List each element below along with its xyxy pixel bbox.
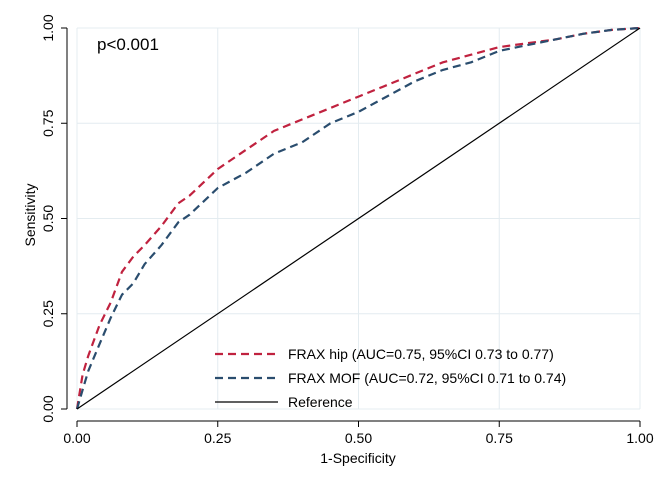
y-tick-label-1: 0.25 — [40, 300, 56, 327]
x-axis-title: 1-Specificity — [320, 450, 395, 466]
y-tick-label-2: 0.50 — [40, 205, 56, 232]
legend-label-frax-mof: FRAX MOF (AUC=0.72, 95%CI 0.71 to 0.74) — [288, 370, 566, 386]
series-line-frax-hip-auc-0-75-95 — [75, 26, 641, 410]
legend: FRAX hip (AUC=0.75, 95%CI 0.73 to 0.77) … — [215, 346, 566, 410]
series-line-reference — [76, 27, 641, 410]
y-tick-label-0: 0.00 — [40, 395, 56, 422]
series-lines — [75, 26, 641, 410]
y-tick-label-3: 0.75 — [40, 109, 56, 136]
x-tick-label-1: 0.25 — [204, 430, 231, 446]
gridlines — [76, 27, 641, 410]
y-axis-title: Sensitivity — [22, 183, 38, 246]
tick-labels: 0.00 0.25 0.50 0.75 1.00 0.00 0.25 0.50 0.75 1.00 — [40, 14, 654, 446]
x-tick-label-0: 0.00 — [63, 430, 90, 446]
legend-label-reference: Reference — [288, 394, 353, 410]
p-value-annotation: p<0.001 — [97, 35, 159, 54]
legend-label-frax-hip: FRAX hip (AUC=0.75, 95%CI 0.73 to 0.77) — [288, 346, 554, 362]
series-line-frax-mof-auc-0-72-95 — [75, 26, 641, 410]
x-tick-label-2: 0.50 — [345, 430, 372, 446]
x-tick-label-3: 0.75 — [486, 430, 513, 446]
x-tick-label-4: 1.00 — [626, 430, 653, 446]
y-tick-label-4: 1.00 — [40, 14, 56, 41]
